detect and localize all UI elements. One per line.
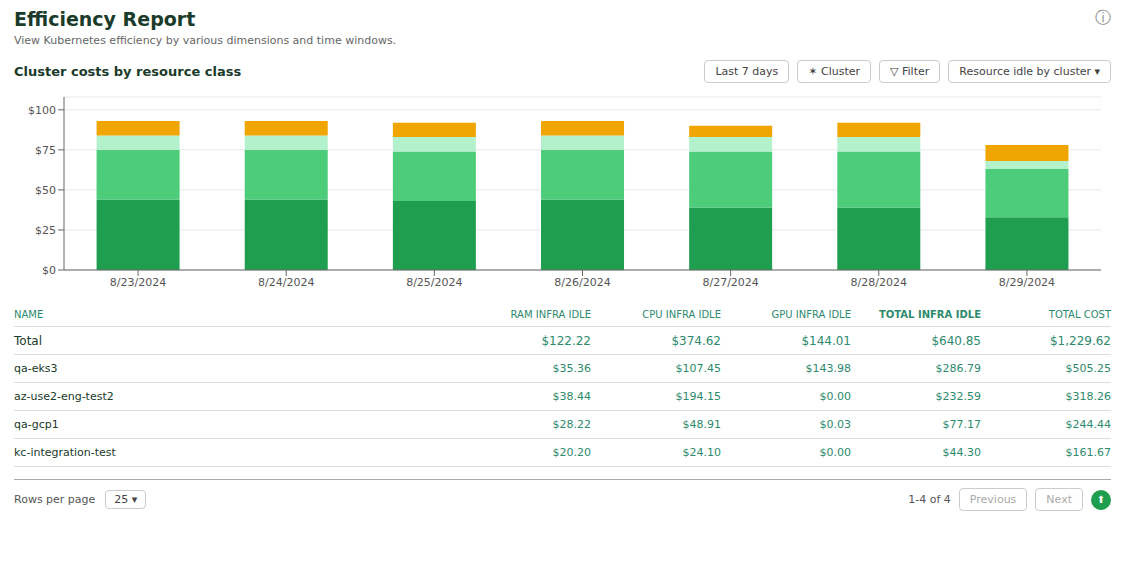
html-text:$374.62: $374.62 xyxy=(671,333,721,348)
html-text:View Kubernetes efficiency by: View Kubernetes efficiency by various di… xyxy=(14,34,397,47)
svg-text:8/26/2024: 8/26/2024 xyxy=(554,276,610,289)
html-text:$20.20: $20.20 xyxy=(552,446,591,459)
html-text:TOTAL COST: TOTAL COST xyxy=(1048,308,1111,320)
svg-text:8/23/2024: 8/23/2024 xyxy=(110,276,166,289)
html-text:$1,229.62: $1,229.62 xyxy=(1049,333,1111,348)
svg-text:$50: $50 xyxy=(35,184,56,197)
html-text:$194.15: $194.15 xyxy=(675,390,721,403)
svg-text:8/29/2024: 8/29/2024 xyxy=(999,276,1055,289)
html-text:Previous: Previous xyxy=(969,493,1017,506)
html-text:$318.26: $318.26 xyxy=(1065,390,1111,403)
html-text:Total: Total xyxy=(14,333,42,348)
svg-text:$25: $25 xyxy=(35,224,56,237)
html-text:25 ▾: 25 ▾ xyxy=(114,493,138,506)
html-text:✶ Cluster: ✶ Cluster xyxy=(808,64,861,78)
html-text:qa-gcp1: qa-gcp1 xyxy=(14,418,59,431)
html-text:$35.36: $35.36 xyxy=(552,362,591,375)
html-text:$143.98: $143.98 xyxy=(805,362,851,375)
html-text:$232.59: $232.59 xyxy=(935,390,981,403)
html-text:▽ Filter: ▽ Filter xyxy=(890,64,930,78)
html-text:$505.25: $505.25 xyxy=(1065,362,1111,375)
html-text:$244.44: $244.44 xyxy=(1065,418,1111,431)
html-text:GPU INFRA IDLE: GPU INFRA IDLE xyxy=(771,308,851,320)
html-text:Cluster costs by resource clas: Cluster costs by resource class xyxy=(14,63,242,79)
html-text:qa-eks3: qa-eks3 xyxy=(14,362,58,375)
html-text:$286.79: $286.79 xyxy=(935,362,981,375)
html-text:RAM INFRA IDLE: RAM INFRA IDLE xyxy=(510,308,591,320)
html-text:Resource idle by cluster ▾: Resource idle by cluster ▾ xyxy=(959,64,1100,78)
html-text:$161.67: $161.67 xyxy=(1065,446,1111,459)
html-text:$24.10: $24.10 xyxy=(682,446,721,459)
svg-text:8/24/2024: 8/24/2024 xyxy=(258,276,314,289)
html-text:kc-integration-test: kc-integration-test xyxy=(14,446,116,459)
html-text:$0.00: $0.00 xyxy=(819,390,851,403)
svg-text:$75: $75 xyxy=(35,144,56,157)
html-text:Rows per page: Rows per page xyxy=(14,493,96,506)
html-text:NAME: NAME xyxy=(14,308,44,320)
html-text:az-use2-eng-test2: az-use2-eng-test2 xyxy=(14,390,114,403)
html-text:$0.03: $0.03 xyxy=(819,418,851,431)
html-text:$107.45: $107.45 xyxy=(675,362,721,375)
html-text:$48.91: $48.91 xyxy=(682,418,721,431)
html-text:$28.22: $28.22 xyxy=(552,418,591,431)
html-text:$44.30: $44.30 xyxy=(942,446,981,459)
svg-text:8/28/2024: 8/28/2024 xyxy=(851,276,907,289)
html-text:$0.00: $0.00 xyxy=(819,446,851,459)
html-text:1-4 of 4: 1-4 of 4 xyxy=(908,493,951,506)
html-text:$640.85: $640.85 xyxy=(931,333,981,348)
html-text:$77.17: $77.17 xyxy=(942,418,981,431)
svg-text:8/27/2024: 8/27/2024 xyxy=(702,276,758,289)
svg-text:$0: $0 xyxy=(42,264,56,277)
html-text:Efficiency Report: Efficiency Report xyxy=(14,8,196,30)
html-text:Next: Next xyxy=(1046,493,1072,506)
html-text:Last 7 days: Last 7 days xyxy=(715,64,779,78)
html-text:TOTAL INFRA IDLE: TOTAL INFRA IDLE xyxy=(879,308,981,320)
svg-text:8/25/2024: 8/25/2024 xyxy=(406,276,462,289)
html-text:$144.01: $144.01 xyxy=(801,333,851,348)
html-text:$38.44: $38.44 xyxy=(552,390,591,403)
html-text:CPU INFRA IDLE: CPU INFRA IDLE xyxy=(642,308,721,320)
html-text:$122.22: $122.22 xyxy=(541,333,591,348)
svg-text:$100: $100 xyxy=(28,104,56,117)
